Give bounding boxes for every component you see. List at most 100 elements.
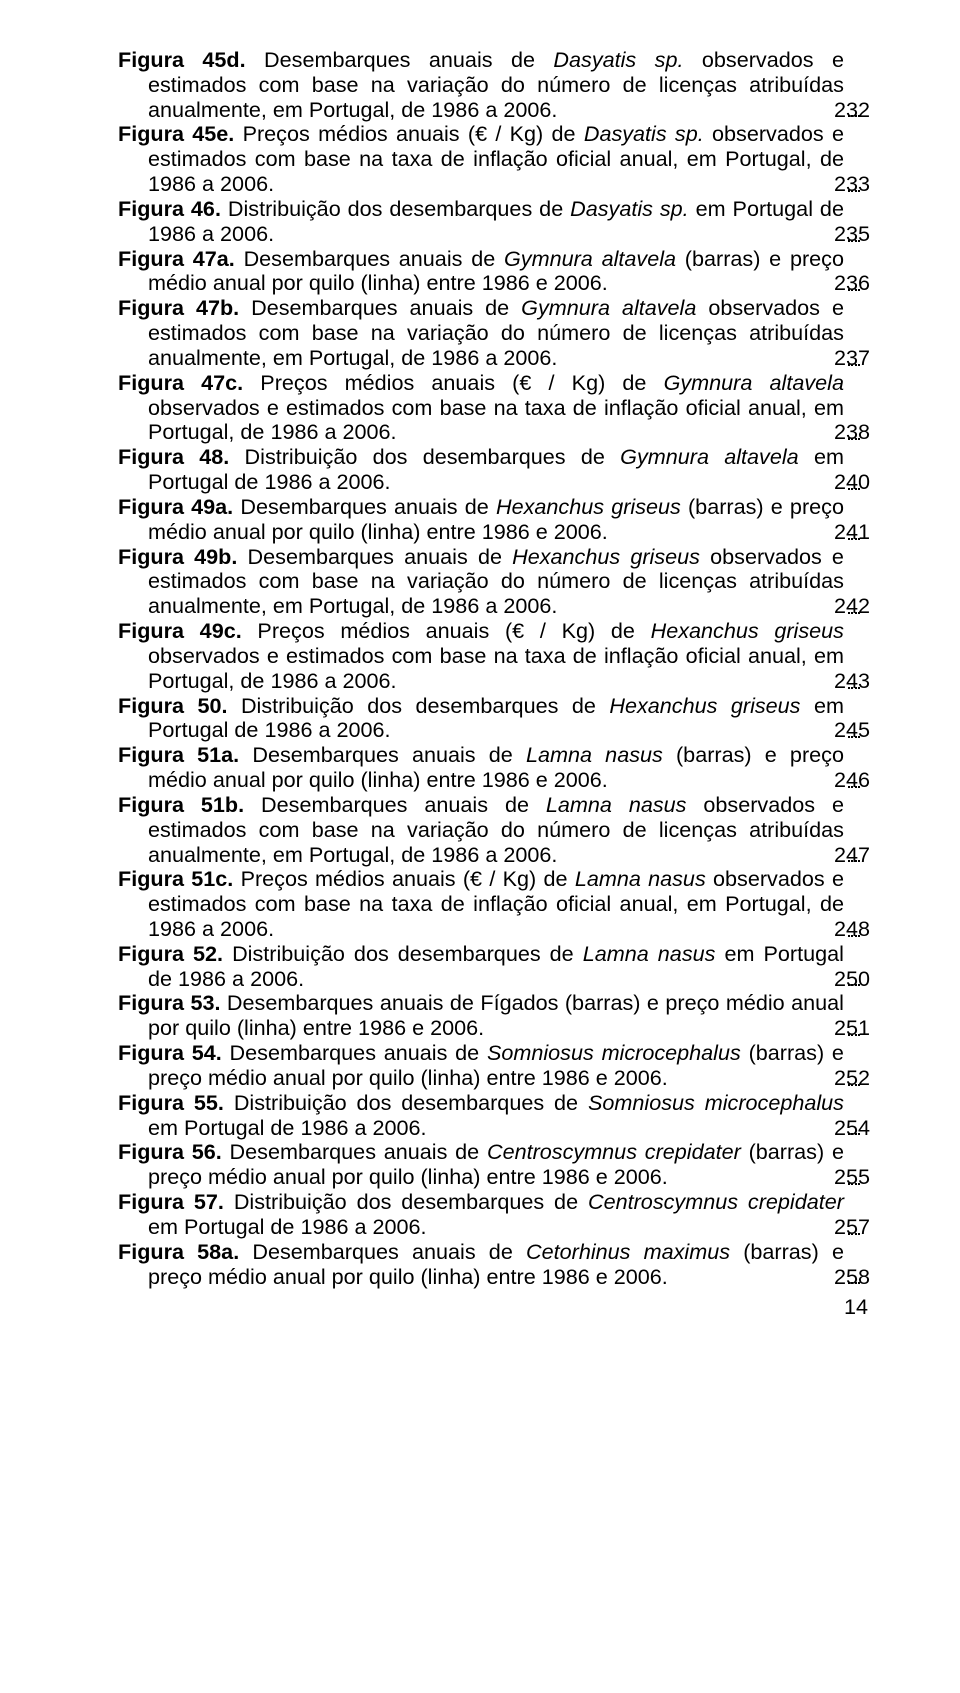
toc-entry-label: Figura 50. bbox=[118, 693, 227, 718]
toc-entry-page: 243 bbox=[864, 669, 870, 694]
toc-entry-species: Centroscymnus crepidater bbox=[588, 1189, 844, 1214]
list-of-figures: Figura 45d. Desembarques anuais de Dasya… bbox=[118, 48, 870, 1289]
toc-entry-text: Figura 53. Desembarques anuais de Fígado… bbox=[148, 991, 844, 1041]
toc-entry-label: Figura 52. bbox=[118, 941, 223, 966]
toc-entry-desc-post: em Portugal de 1986 a 2006. bbox=[148, 1214, 427, 1239]
toc-entry-text: Figura 58a. Desembarques anuais de Cetor… bbox=[148, 1240, 844, 1290]
toc-entry-page: 233 bbox=[864, 172, 870, 197]
toc-entry: Figura 45d. Desembarques anuais de Dasya… bbox=[118, 48, 870, 122]
toc-entry-page: 237 bbox=[864, 346, 870, 371]
toc-entry-label: Figura 49a. bbox=[118, 494, 233, 519]
toc-entry-page: 251 bbox=[864, 1016, 870, 1041]
toc-entry-desc-pre: Distribuição dos desembarques de bbox=[224, 1189, 588, 1214]
toc-entry-label: Figura 45d. bbox=[118, 47, 246, 72]
toc-entry-desc-pre: Desembarques anuais de bbox=[246, 47, 554, 72]
toc-entry-text: Figura 54. Desembarques anuais de Somnio… bbox=[148, 1041, 844, 1091]
toc-entry: Figura 54. Desembarques anuais de Somnio… bbox=[118, 1041, 870, 1091]
toc-entry-page: 252 bbox=[864, 1066, 870, 1091]
toc-entry-desc-pre: Distribuição dos desembarques de bbox=[223, 941, 583, 966]
toc-entry-text: Figura 47b. Desembarques anuais de Gymnu… bbox=[148, 296, 844, 370]
toc-entry-species: Dasyatis sp. bbox=[584, 121, 704, 146]
toc-entry: Figura 56. Desembarques anuais de Centro… bbox=[118, 1140, 870, 1190]
toc-entry-label: Figura 58a. bbox=[118, 1239, 239, 1264]
toc-entry-desc-pre: Desembarques anuais de Fígados (barras) … bbox=[148, 990, 844, 1040]
toc-entry-text: Figura 56. Desembarques anuais de Centro… bbox=[148, 1140, 844, 1190]
toc-entry-label: Figura 51a. bbox=[118, 742, 239, 767]
toc-entry-text: Figura 45d. Desembarques anuais de Dasya… bbox=[148, 48, 844, 122]
toc-entry-species: Gymnura altavela bbox=[521, 295, 696, 320]
toc-entry-page: 250 bbox=[864, 967, 870, 992]
toc-entry-desc-pre: Preços médios anuais (€ / Kg) de bbox=[242, 618, 651, 643]
toc-entry-species: Lamna nasus bbox=[575, 866, 706, 891]
toc-entry-species: Somniosus microcephalus bbox=[487, 1040, 741, 1065]
toc-entry-page: 242 bbox=[864, 594, 870, 619]
toc-entry-species: Lamna nasus bbox=[583, 941, 716, 966]
toc-entry-species: Lamna nasus bbox=[526, 742, 663, 767]
toc-entry-desc-pre: Distribuição dos desembarques de bbox=[221, 196, 570, 221]
toc-entry-desc-pre: Desembarques anuais de bbox=[222, 1139, 487, 1164]
toc-entry-label: Figura 47a. bbox=[118, 246, 235, 271]
toc-entry-page: 257 bbox=[864, 1215, 870, 1240]
toc-entry-label: Figura 55. bbox=[118, 1090, 224, 1115]
toc-entry-species: Dasyatis sp. bbox=[570, 196, 689, 221]
toc-entry-desc-pre: Distribuição dos desembarques de bbox=[224, 1090, 588, 1115]
toc-entry-label: Figura 47c. bbox=[118, 370, 243, 395]
toc-entry-label: Figura 47b. bbox=[118, 295, 239, 320]
page-number: 14 bbox=[118, 1295, 870, 1320]
toc-entry-desc-pre: Desembarques anuais de bbox=[239, 1239, 526, 1264]
toc-entry-desc-pre: Desembarques anuais de bbox=[244, 792, 546, 817]
toc-entry-desc-pre: Desembarques anuais de bbox=[233, 494, 496, 519]
toc-entry-page: 258 bbox=[864, 1265, 870, 1290]
toc-entry-desc-pre: Distribuição dos desembarques de bbox=[227, 693, 609, 718]
toc-entry: Figura 50. Distribuição dos desembarques… bbox=[118, 694, 870, 744]
toc-entry: Figura 52. Distribuição dos desembarques… bbox=[118, 942, 870, 992]
toc-entry: Figura 48. Distribuição dos desembarques… bbox=[118, 445, 870, 495]
toc-entry-page: 236 bbox=[864, 271, 870, 296]
toc-entry-label: Figura 51b. bbox=[118, 792, 244, 817]
toc-entry: Figura 51c. Preços médios anuais (€ / Kg… bbox=[118, 867, 870, 941]
toc-entry-species: Cetorhinus maximus bbox=[526, 1239, 730, 1264]
toc-entry-species: Hexanchus griseus bbox=[496, 494, 681, 519]
toc-entry-text: Figura 50. Distribuição dos desembarques… bbox=[148, 694, 844, 744]
toc-entry-label: Figura 51c. bbox=[118, 866, 233, 891]
toc-entry: Figura 57. Distribuição dos desembarques… bbox=[118, 1190, 870, 1240]
toc-entry-desc-post: observados e estimados com base na taxa … bbox=[148, 643, 844, 693]
toc-entry-desc-post: em Portugal de 1986 a 2006. bbox=[148, 1115, 427, 1140]
toc-entry-label: Figura 48. bbox=[118, 444, 229, 469]
toc-entry-species: Gymnura altavela bbox=[664, 370, 844, 395]
toc-entry-text: Figura 48. Distribuição dos desembarques… bbox=[148, 445, 844, 495]
toc-entry: Figura 47b. Desembarques anuais de Gymnu… bbox=[118, 296, 870, 370]
toc-entry-label: Figura 46. bbox=[118, 196, 221, 221]
toc-entry-text: Figura 49c. Preços médios anuais (€ / Kg… bbox=[148, 619, 844, 693]
toc-entry-label: Figura 54. bbox=[118, 1040, 222, 1065]
toc-entry-species: Gymnura altavela bbox=[620, 444, 799, 469]
toc-entry-species: Gymnura altavela bbox=[504, 246, 676, 271]
toc-entry-species: Hexanchus griseus bbox=[512, 544, 700, 569]
toc-entry-text: Figura 51b. Desembarques anuais de Lamna… bbox=[148, 793, 844, 867]
toc-entry-page: 235 bbox=[864, 222, 870, 247]
toc-entry-page: 245 bbox=[864, 718, 870, 743]
toc-entry-text: Figura 45e. Preços médios anuais (€ / Kg… bbox=[148, 122, 844, 196]
toc-entry-species: Somniosus microcephalus bbox=[588, 1090, 844, 1115]
toc-entry: Figura 53. Desembarques anuais de Fígado… bbox=[118, 991, 870, 1041]
toc-entry: Figura 46. Distribuição dos desembarques… bbox=[118, 197, 870, 247]
toc-entry-text: Figura 49a. Desembarques anuais de Hexan… bbox=[148, 495, 844, 545]
toc-entry-page: 254 bbox=[864, 1116, 870, 1141]
toc-entry-text: Figura 52. Distribuição dos desembarques… bbox=[148, 942, 844, 992]
toc-entry-species: Hexanchus griseus bbox=[651, 618, 844, 643]
toc-entry-label: Figura 45e. bbox=[118, 121, 234, 146]
toc-entry-text: Figura 51a. Desembarques anuais de Lamna… bbox=[148, 743, 844, 793]
toc-entry-page: 241 bbox=[864, 520, 870, 545]
toc-entry: Figura 49a. Desembarques anuais de Hexan… bbox=[118, 495, 870, 545]
toc-entry: Figura 55. Distribuição dos desembarques… bbox=[118, 1091, 870, 1141]
toc-entry-page: 240 bbox=[864, 470, 870, 495]
toc-entry-label: Figura 49c. bbox=[118, 618, 242, 643]
toc-entry: Figura 47a. Desembarques anuais de Gymnu… bbox=[118, 247, 870, 297]
toc-entry-page: 247 bbox=[864, 843, 870, 868]
toc-entry: Figura 58a. Desembarques anuais de Cetor… bbox=[118, 1240, 870, 1290]
toc-entry-label: Figura 57. bbox=[118, 1189, 224, 1214]
toc-entry: Figura 51b. Desembarques anuais de Lamna… bbox=[118, 793, 870, 867]
toc-entry-species: Centroscymnus crepidater bbox=[487, 1139, 741, 1164]
toc-entry-text: Figura 47c. Preços médios anuais (€ / Kg… bbox=[148, 371, 844, 445]
toc-entry-text: Figura 46. Distribuição dos desembarques… bbox=[148, 197, 844, 247]
